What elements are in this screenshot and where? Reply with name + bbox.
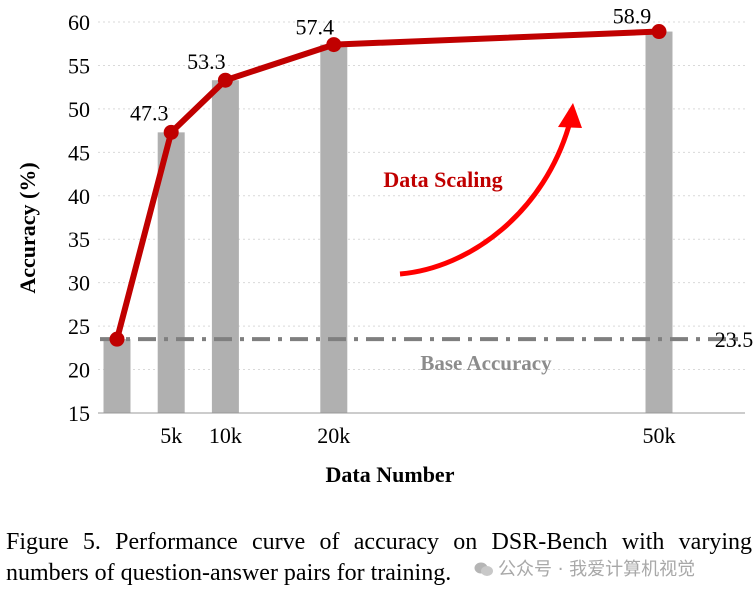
x-tick-labels: 5k 10k 20k 50k	[160, 423, 675, 448]
accuracy-chart: 23.5 Base Accuracy 15 20 25 30 35 40 45 50 55 60 5…	[15, 4, 753, 487]
wechat-icon	[474, 562, 493, 576]
y-axis-title: Accuracy (%)	[15, 162, 40, 293]
x-tick-label: 10k	[209, 423, 242, 448]
y-tick-label: 50	[68, 97, 90, 122]
x-tick-label: 20k	[317, 423, 350, 448]
bar	[157, 132, 185, 414]
data-scaling-annotation: Data Scaling	[383, 167, 502, 192]
data-point	[326, 37, 342, 53]
y-tick-label: 30	[68, 271, 90, 296]
x-tick-label: 50k	[643, 423, 676, 448]
data-point	[163, 124, 179, 140]
bar	[103, 339, 131, 413]
bars	[103, 31, 673, 414]
point-label: 57.4	[296, 15, 335, 40]
bar	[645, 31, 673, 414]
data-point	[651, 24, 667, 40]
point-label: 53.3	[187, 49, 226, 74]
y-tick-label: 20	[68, 358, 90, 383]
baseline-value-label: 23.5	[715, 327, 754, 352]
x-axis-title: Data Number	[326, 462, 455, 487]
baseline-group: 23.5 Base Accuracy	[100, 327, 753, 375]
figure-caption: Figure 5. Performance curve of accuracy …	[6, 529, 752, 586]
accuracy-line	[109, 24, 667, 347]
y-tick-label: 55	[68, 53, 90, 78]
y-tick-labels: 15 20 25 30 35 40 45 50 55 60	[68, 10, 90, 426]
point-label: 58.9	[613, 4, 652, 29]
y-tick-label: 15	[68, 401, 90, 426]
y-tick-label: 35	[68, 227, 90, 252]
watermark: 公众号 · 我爱计算机视觉	[474, 555, 695, 581]
baseline-label: Base Accuracy	[420, 351, 552, 375]
data-point	[109, 331, 125, 347]
watermark-text: 公众号 · 我爱计算机视觉	[498, 559, 696, 580]
x-tick-label: 5k	[160, 423, 182, 448]
bar	[211, 80, 239, 414]
point-labels: 47.3 53.3 57.4 58.9	[130, 4, 651, 126]
point-label: 47.3	[130, 100, 169, 125]
data-scaling-arrow	[399, 121, 573, 277]
data-point	[217, 72, 233, 88]
y-tick-label: 25	[68, 314, 90, 339]
bar	[320, 44, 348, 413]
y-tick-label: 45	[68, 140, 90, 165]
y-tick-label: 40	[68, 184, 90, 209]
y-tick-label: 60	[68, 10, 90, 35]
data-scaling-arrowhead	[558, 103, 582, 128]
